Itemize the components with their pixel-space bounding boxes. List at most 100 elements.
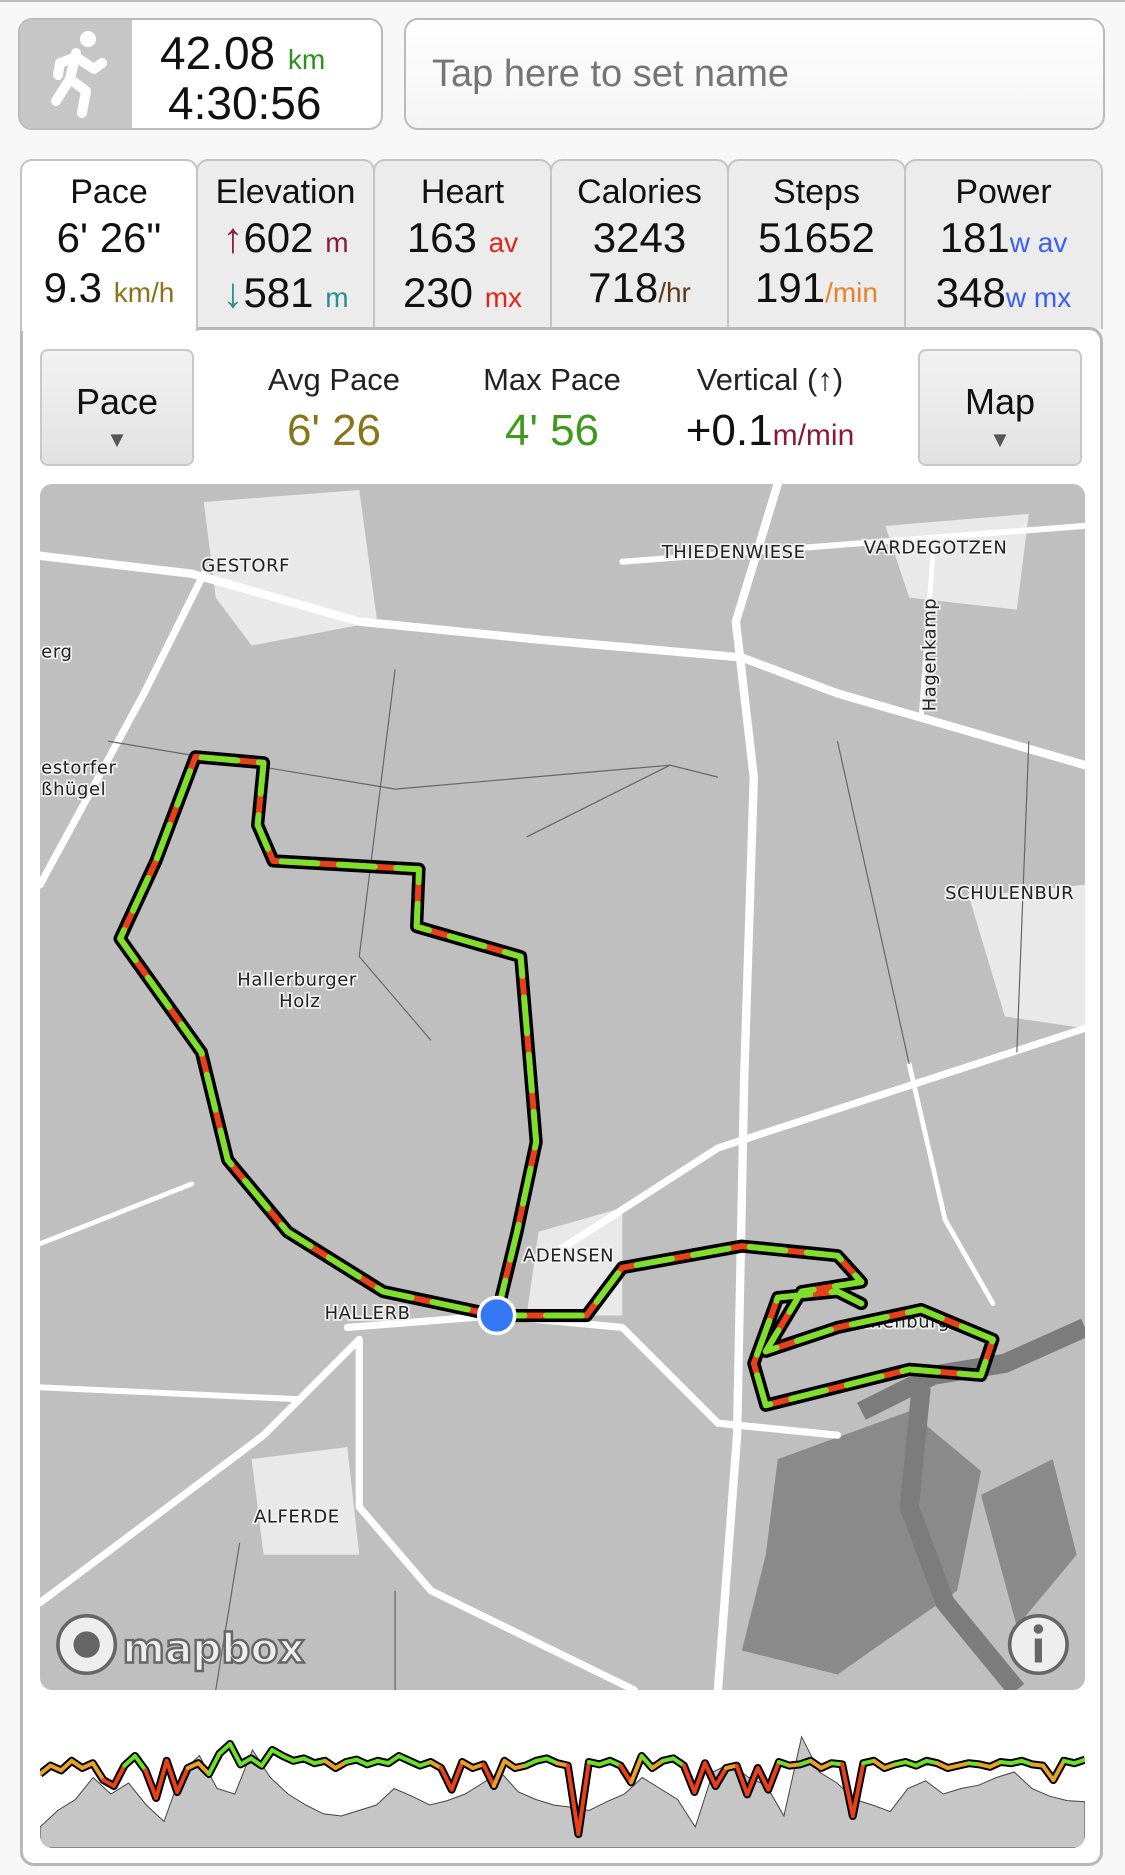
chevron-down-icon: ▼: [106, 427, 128, 452]
pace-elevation-profile[interactable]: [40, 1710, 1085, 1848]
pace-segment: [439, 1766, 454, 1792]
map-label: Holz: [279, 991, 320, 1012]
metric-select-button[interactable]: Pace ▼: [40, 349, 194, 466]
pace-segment: [502, 1758, 517, 1770]
tab-pace[interactable]: Pace 6' 26" 9.3 km/h: [20, 159, 198, 331]
map-label: HALLERB: [325, 1303, 411, 1324]
pace-segment: [270, 1748, 285, 1758]
map-label: ALFERDE: [254, 1506, 340, 1527]
pace-segment: [734, 1763, 750, 1797]
pace-segment: [1051, 1758, 1066, 1782]
arrow-up-icon: ↑: [222, 214, 244, 261]
route-track: [113, 750, 1000, 1412]
power-max-unit: w mx: [1005, 282, 1072, 313]
current-position-marker: [477, 1295, 517, 1336]
map-label: GESTORF: [201, 555, 290, 576]
tab-label: Heart: [420, 173, 505, 211]
pace-segment: [101, 1778, 116, 1788]
vertical-value: +0.1: [685, 406, 773, 455]
profile-canvas[interactable]: [40, 1710, 1085, 1848]
pace-segment: [491, 1758, 507, 1788]
tab-power[interactable]: Power 181w av 348w mx: [904, 159, 1103, 329]
tab-label: Pace: [70, 173, 148, 211]
pace-segment: [745, 1766, 760, 1797]
pace-segment: [122, 1754, 137, 1768]
arrow-down-icon: ↓: [222, 269, 244, 316]
heart-avg-unit: av: [488, 227, 519, 258]
view-select-label: Map: [964, 381, 1036, 422]
pace-segment: [766, 1760, 781, 1792]
pace-segment: [639, 1754, 655, 1770]
map-label: estorfer: [41, 758, 116, 779]
power-avg-value: 181: [939, 214, 1010, 261]
pace-segment: [681, 1763, 697, 1794]
pace-segment: [808, 1758, 824, 1770]
metric-tabs: Pace 6' 26" 9.3 km/h Elevation ↑602 m ↓5…: [20, 159, 1103, 331]
pace-segment: [164, 1758, 180, 1794]
tab-elevation[interactable]: Elevation ↑602 m ↓581 m: [196, 159, 375, 329]
map-label: Hallerburger: [237, 969, 357, 990]
distance-unit: km: [287, 44, 326, 75]
tab-heart[interactable]: Heart 163 av 230 mx: [373, 159, 552, 329]
pace-segment: [618, 1763, 634, 1785]
pace-segment: [90, 1761, 106, 1782]
pace-segment: [460, 1760, 475, 1770]
pace-segment: [871, 1758, 887, 1770]
tab-steps[interactable]: Steps 51652 191/min: [727, 159, 906, 329]
pace-segment: [713, 1766, 729, 1788]
vertical-unit: m/min: [772, 419, 855, 452]
pace-segment: [196, 1761, 211, 1776]
map-label: ADENSEN: [523, 1246, 614, 1267]
descent-unit: m: [325, 282, 349, 313]
pace-segment: [206, 1751, 222, 1776]
pace-segment: [154, 1758, 169, 1800]
route-map[interactable]: ...enburg GESTORF THIEDENWIESE VARDEGOTZ…: [40, 484, 1085, 1690]
tab-label: Steps: [773, 173, 860, 211]
map-label: ßhügel: [41, 779, 106, 800]
tab-label: Calories: [577, 173, 702, 211]
pace-segment: [650, 1758, 665, 1770]
view-select-button[interactable]: Map ▼: [918, 349, 1082, 466]
cadence-unit: /min: [825, 277, 878, 308]
pace-segment: [671, 1756, 686, 1768]
chevron-down-icon: ▼: [989, 427, 1011, 452]
avg-pace-stat: Avg Pace 6' 26: [250, 362, 418, 456]
elevation-area: [40, 1735, 1085, 1848]
speed-unit: km/h: [113, 277, 175, 308]
descent-value: 581: [243, 269, 314, 316]
steps-value: 51652: [758, 214, 875, 261]
pace-segment: [333, 1760, 349, 1770]
avg-pace-label: Avg Pace: [267, 362, 401, 397]
vertical-stat: Vertical (↑) +0.1m/min: [680, 362, 860, 456]
map-label: erg: [41, 641, 72, 662]
pace-segment: [1040, 1763, 1056, 1782]
power-max-value: 348: [935, 269, 1006, 316]
built-up-areas: [203, 489, 1085, 1555]
top-divider: [0, 0, 1125, 2]
mapbox-logo[interactable]: mapbox: [56, 1614, 306, 1676]
tab-label: Power: [955, 173, 1052, 211]
tab-calories[interactable]: Calories 3243 718/hr: [550, 159, 729, 329]
pace-segment: [481, 1762, 496, 1788]
map-label: SCHULENBUR: [945, 883, 1074, 904]
activity-summary[interactable]: 42.08 km 4:30:56: [18, 18, 383, 130]
pace-segment: [59, 1758, 74, 1773]
pace-segment: [840, 1762, 855, 1818]
pace-segment: [238, 1756, 254, 1767]
calories-rate-value: 718: [588, 264, 659, 311]
pace-segment: [428, 1760, 444, 1770]
vertical-label: Vertical (↑): [696, 362, 844, 397]
ascent-unit: m: [325, 227, 349, 258]
pace-segment: [386, 1754, 401, 1766]
pace-segment: [850, 1761, 866, 1818]
activity-name-input[interactable]: [404, 18, 1105, 130]
calories-rate-unit: /hr: [658, 277, 691, 308]
pace-segment: [692, 1761, 707, 1794]
duration: 4:30:56: [168, 77, 322, 129]
power-avg-unit: w av: [1009, 227, 1068, 258]
info-icon[interactable]: [1007, 1614, 1069, 1676]
avg-pace-value: 6' 26: [286, 406, 382, 455]
map-canvas[interactable]: ...enburg GESTORF THIEDENWIESE VARDEGOTZ…: [40, 484, 1085, 1690]
tab-label: Elevation: [215, 173, 356, 211]
map-label: VARDEGOTZEN: [864, 537, 1008, 558]
